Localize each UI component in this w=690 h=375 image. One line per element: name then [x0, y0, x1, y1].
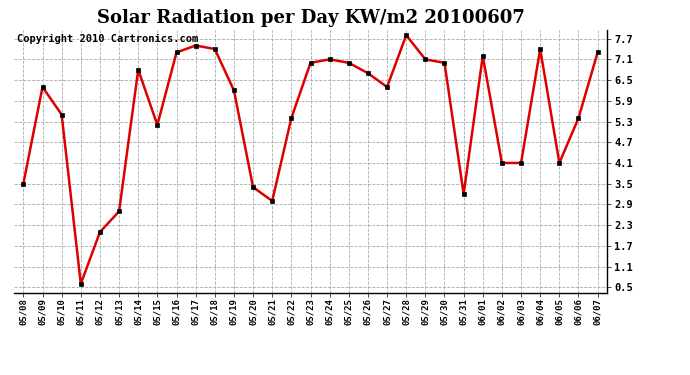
Title: Solar Radiation per Day KW/m2 20100607: Solar Radiation per Day KW/m2 20100607: [97, 9, 524, 27]
Text: Copyright 2010 Cartronics.com: Copyright 2010 Cartronics.com: [17, 34, 198, 44]
